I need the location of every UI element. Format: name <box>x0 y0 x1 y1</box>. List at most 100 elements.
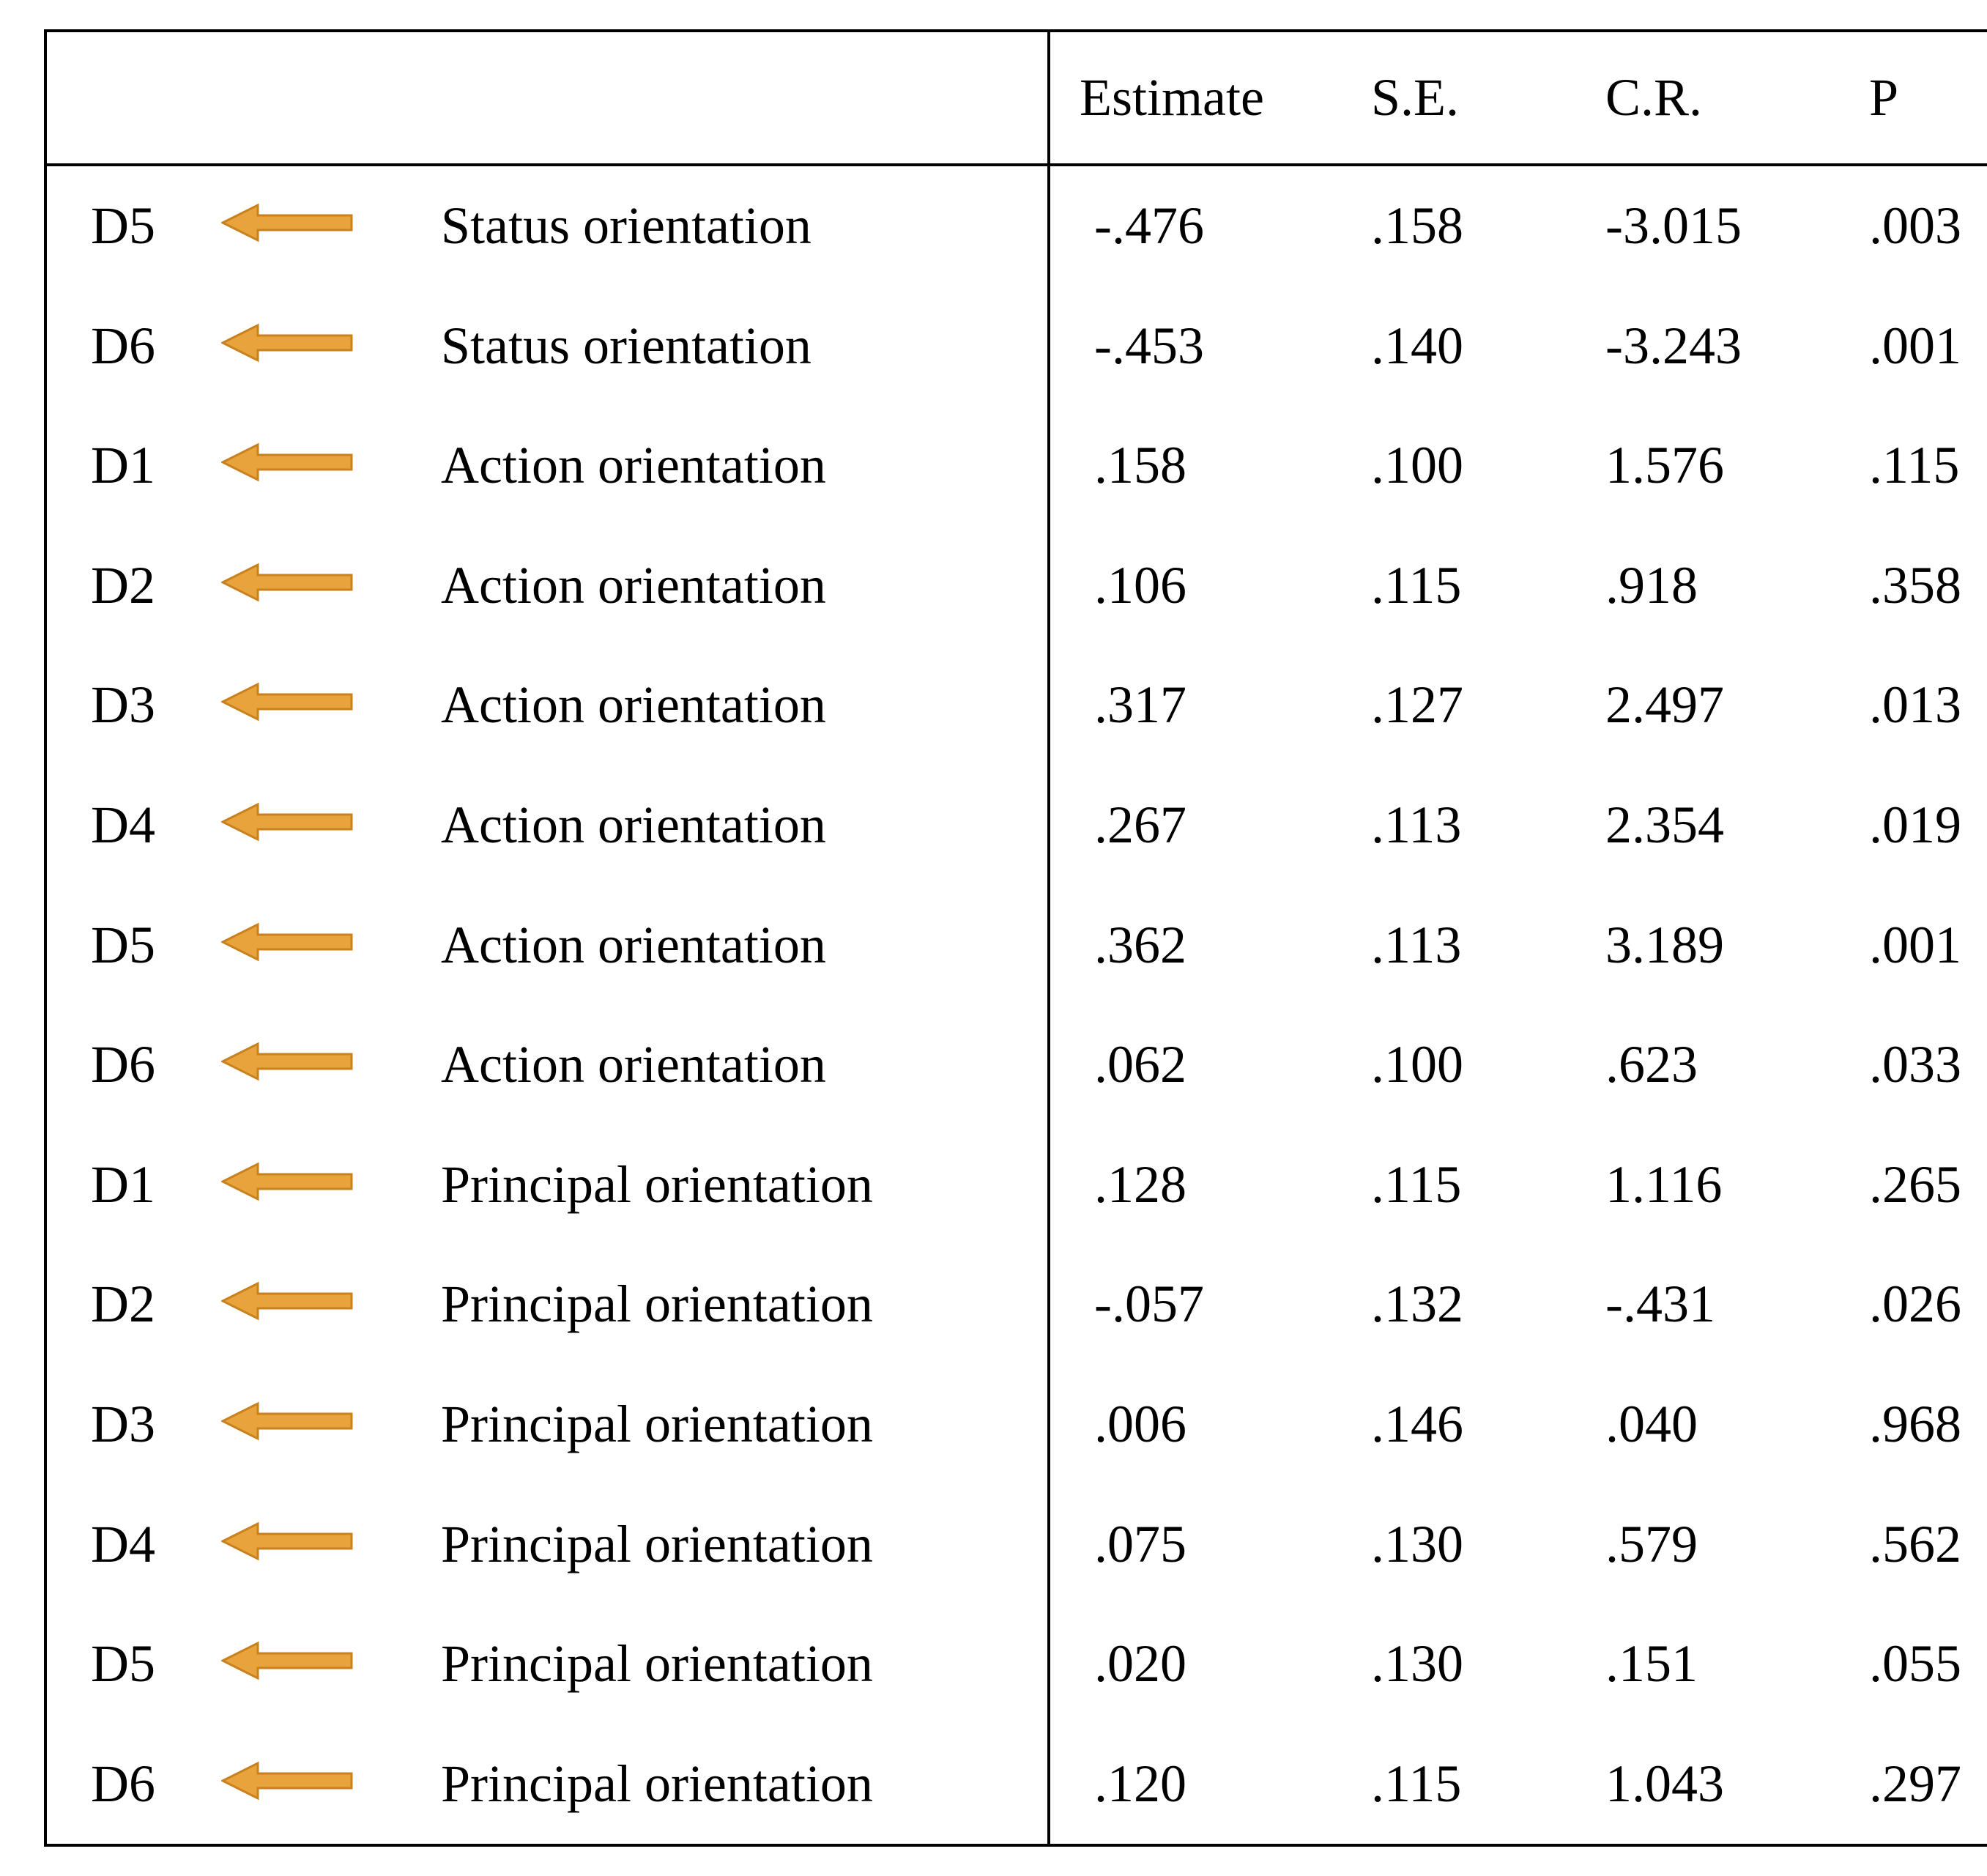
cell-estimate: -.453 <box>1049 286 1342 407</box>
table-row: D6Principal orientation.120.1151.043.297 <box>45 1724 1987 1846</box>
cell-predictor: Action orientation <box>412 645 1049 765</box>
cell-estimate: .120 <box>1049 1724 1342 1846</box>
left-arrow-icon <box>221 801 353 842</box>
cell-predictor: Action orientation <box>412 526 1049 646</box>
cell-predictor: Principal orientation <box>412 1485 1049 1605</box>
cell-se: .100 <box>1342 1005 1576 1125</box>
cell-p: .013 <box>1840 645 1987 765</box>
cell-estimate: .106 <box>1049 526 1342 646</box>
cell-arrow <box>221 526 412 646</box>
table-row: D2Action orientation.106.115.918.358 <box>45 526 1987 646</box>
table-row: D6Status orientation-.453.140-3.243.001 <box>45 286 1987 407</box>
header-p: P <box>1840 31 1987 165</box>
table-row: D3Principal orientation.006.146.040.968 <box>45 1365 1987 1485</box>
cell-p: .055 <box>1840 1604 1987 1724</box>
table-row: D5Action orientation.362.1133.189.001 <box>45 886 1987 1006</box>
table-row: D5Principal orientation.020.130.151.055 <box>45 1604 1987 1724</box>
left-arrow-icon <box>221 1161 353 1202</box>
cell-estimate: .062 <box>1049 1005 1342 1125</box>
table-row: D6Action orientation.062.100.623.033 <box>45 1005 1987 1125</box>
table-row: D3 Action orientation.317.1272.497.013 <box>45 645 1987 765</box>
cell-cr: 2.497 <box>1576 645 1840 765</box>
cell-predictor: Action orientation <box>412 406 1049 526</box>
cell-cr: 1.043 <box>1576 1724 1840 1846</box>
cell-dv: D6 <box>45 1005 221 1125</box>
cell-estimate: .128 <box>1049 1125 1342 1245</box>
cell-predictor: Principal orientation <box>412 1125 1049 1245</box>
left-arrow-icon <box>221 562 353 603</box>
left-arrow-icon <box>221 1760 353 1801</box>
cell-arrow <box>221 165 412 286</box>
cell-p: .115 <box>1840 406 1987 526</box>
left-arrow-icon <box>221 1521 353 1562</box>
cell-arrow <box>221 886 412 1006</box>
cell-arrow <box>221 1365 412 1485</box>
cell-p: .001 <box>1840 286 1987 407</box>
left-arrow-icon <box>221 1401 353 1442</box>
cell-arrow <box>221 645 412 765</box>
cell-cr: .623 <box>1576 1005 1840 1125</box>
cell-arrow <box>221 286 412 407</box>
cell-dv: D6 <box>45 1724 221 1846</box>
cell-predictor: Status orientation <box>412 165 1049 286</box>
cell-arrow <box>221 765 412 886</box>
cell-estimate: .267 <box>1049 765 1342 886</box>
cell-estimate: .006 <box>1049 1365 1342 1485</box>
cell-dv: D3 <box>45 1365 221 1485</box>
cell-cr: 3.189 <box>1576 886 1840 1006</box>
cell-cr: .040 <box>1576 1365 1840 1485</box>
cell-se: .130 <box>1342 1604 1576 1724</box>
cell-se: .100 <box>1342 406 1576 526</box>
table-row: D4Action orientation.267.1132.354.019 <box>45 765 1987 886</box>
cell-estimate: .020 <box>1049 1604 1342 1724</box>
cell-cr: .151 <box>1576 1604 1840 1724</box>
cell-arrow <box>221 1485 412 1605</box>
left-arrow-icon <box>221 922 353 963</box>
cell-dv: D4 <box>45 765 221 886</box>
cell-cr: 1.576 <box>1576 406 1840 526</box>
cell-dv: D4 <box>45 1485 221 1605</box>
cell-predictor: Principal orientation <box>412 1724 1049 1846</box>
cell-arrow <box>221 406 412 526</box>
left-arrow-icon <box>221 1640 353 1681</box>
cell-se: .115 <box>1342 1125 1576 1245</box>
cell-se: .115 <box>1342 526 1576 646</box>
cell-se: .113 <box>1342 886 1576 1006</box>
cell-dv: D6 <box>45 286 221 407</box>
cell-cr: -3.243 <box>1576 286 1840 407</box>
cell-se: .127 <box>1342 645 1576 765</box>
cell-p: .001 <box>1840 886 1987 1006</box>
cell-dv: D3 <box>45 645 221 765</box>
cell-predictor: Action orientation <box>412 1005 1049 1125</box>
cell-p: .265 <box>1840 1125 1987 1245</box>
cell-estimate: .075 <box>1049 1485 1342 1605</box>
cell-dv: D5 <box>45 886 221 1006</box>
cell-arrow <box>221 1005 412 1125</box>
table-body: D5Status orientation-.476.158-3.015.003D… <box>45 165 1987 1845</box>
cell-predictor: Principal orientation <box>412 1245 1049 1365</box>
cell-arrow <box>221 1125 412 1245</box>
cell-estimate: .317 <box>1049 645 1342 765</box>
cell-p: .003 <box>1840 165 1987 286</box>
table-row: D1Principal orientation.128.1151.116.265 <box>45 1125 1987 1245</box>
cell-se: .132 <box>1342 1245 1576 1365</box>
cell-estimate: .362 <box>1049 886 1342 1006</box>
cell-se: .113 <box>1342 765 1576 886</box>
table-row: D4Principal orientation.075.130.579.562 <box>45 1485 1987 1605</box>
table-row: D1 Action orientation.158.1001.576.115 <box>45 406 1987 526</box>
cell-p: .026 <box>1840 1245 1987 1365</box>
cell-se: .115 <box>1342 1724 1576 1846</box>
cell-estimate: -.057 <box>1049 1245 1342 1365</box>
header-dv <box>45 31 221 165</box>
cell-p: .562 <box>1840 1485 1987 1605</box>
cell-dv: D5 <box>45 165 221 286</box>
left-arrow-icon <box>221 202 353 243</box>
header-estimate: Estimate <box>1049 31 1342 165</box>
cell-dv: D2 <box>45 1245 221 1365</box>
cell-se: .140 <box>1342 286 1576 407</box>
header-predictor <box>412 31 1049 165</box>
cell-cr: .579 <box>1576 1485 1840 1605</box>
cell-dv: D1 <box>45 406 221 526</box>
cell-arrow <box>221 1604 412 1724</box>
cell-estimate: .158 <box>1049 406 1342 526</box>
